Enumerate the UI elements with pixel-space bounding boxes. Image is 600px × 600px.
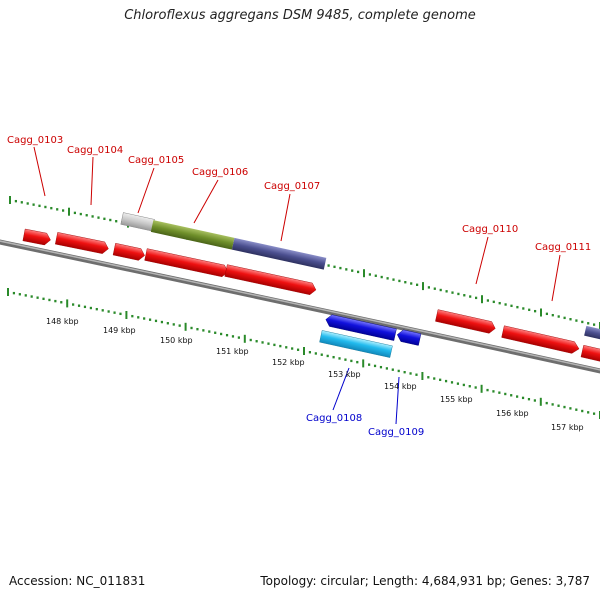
gene-arrow-forward[interactable] <box>224 264 317 296</box>
gene-arrow-forward[interactable] <box>55 232 109 254</box>
gene-label-cagg-0105[interactable]: Cagg_0105 <box>128 155 184 166</box>
scale-label: 155 kbp <box>440 395 473 404</box>
genome-stats-text: Topology: circular; Length: 4,684,931 bp… <box>260 574 590 588</box>
gene-label-cagg-0108[interactable]: Cagg_0108 <box>306 413 362 424</box>
gene-arrow-forward[interactable] <box>22 228 52 246</box>
gene-label-cagg-0109[interactable]: Cagg_0109 <box>368 427 424 438</box>
accession-text: Accession: NC_011831 <box>9 574 146 588</box>
forward-genes <box>22 228 600 365</box>
scale-label: 149 kbp <box>103 326 136 335</box>
gene-labels-top: Cagg_0103 Cagg_0104 Cagg_0105 Cagg_0106 … <box>7 135 591 253</box>
label-pointers <box>33 146 561 302</box>
gene-label-cagg-0106[interactable]: Cagg_0106 <box>192 167 248 178</box>
gene-label-cagg-0104[interactable]: Cagg_0104 <box>67 145 123 156</box>
gene-arrow-forward[interactable] <box>112 242 146 261</box>
scale-label: 153 kbp <box>328 370 361 379</box>
scale-label: 151 kbp <box>216 347 249 356</box>
scale-label: 157 kbp <box>551 423 584 432</box>
gene-feature-cyan[interactable] <box>319 330 393 358</box>
scale-label: 154 kbp <box>384 382 417 391</box>
gene-feature-grey[interactable] <box>120 212 155 232</box>
gene-label-cagg-0103[interactable]: Cagg_0103 <box>7 135 63 146</box>
gene-feature-slate[interactable] <box>584 325 600 342</box>
gene-arrow-forward[interactable] <box>580 344 600 365</box>
gene-arrow-forward[interactable] <box>501 325 581 355</box>
gene-label-cagg-0111[interactable]: Cagg_0111 <box>535 242 591 253</box>
gene-arrow-forward[interactable] <box>435 309 496 335</box>
gene-arrow-reverse[interactable] <box>396 329 422 346</box>
gene-feature-olive[interactable] <box>150 220 235 250</box>
gene-label-cagg-0107[interactable]: Cagg_0107 <box>264 181 320 192</box>
gene-labels-bottom: Cagg_0108 Cagg_0109 <box>306 413 424 438</box>
scale-label: 156 kbp <box>496 409 529 418</box>
scale-label: 150 kbp <box>160 336 193 345</box>
scale-label: 148 kbp <box>46 317 79 326</box>
lower-tick-row <box>7 288 600 419</box>
gene-label-cagg-0110[interactable]: Cagg_0110 <box>462 224 518 235</box>
scale-labels: 148 kbp 149 kbp 150 kbp 151 kbp 152 kbp … <box>46 317 584 432</box>
reverse-genes <box>319 314 422 358</box>
scale-label: 152 kbp <box>272 358 305 367</box>
genome-backbone <box>0 239 600 374</box>
genome-title: Chloroflexus aggregans DSM 9485, complet… <box>124 8 476 23</box>
gene-feature-slate[interactable] <box>231 237 327 270</box>
gene-arrow-reverse[interactable] <box>325 314 397 341</box>
label-pointers-blue <box>332 367 400 425</box>
